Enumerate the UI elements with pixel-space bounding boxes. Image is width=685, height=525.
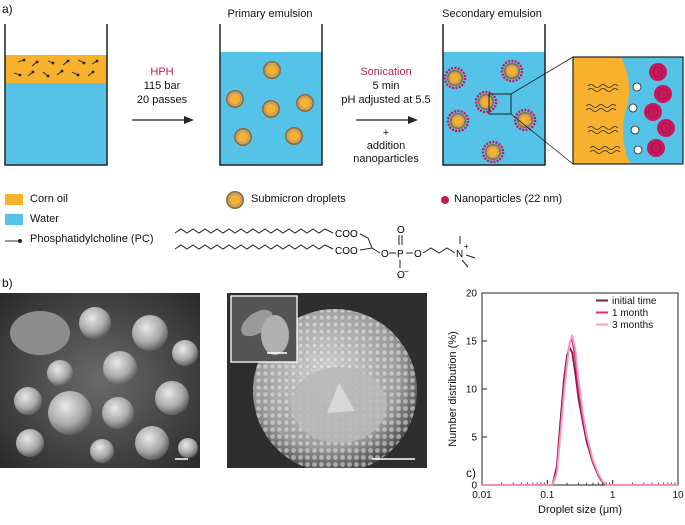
- legend-nanoparticles-label: Nanoparticles (22 nm): [454, 193, 563, 205]
- step2-line4: addition: [366, 140, 406, 152]
- y-axis-label: Number distribution (%): [447, 331, 459, 447]
- legend-nanoparticle-icon: [441, 196, 449, 204]
- x-tick-label: 0.1: [540, 490, 554, 501]
- step2-line5: nanoparticles: [353, 153, 419, 165]
- x-axis-label: Droplet size (μm): [538, 504, 622, 516]
- y-tick-label: 10: [466, 385, 478, 396]
- step1-name: HPH: [150, 66, 174, 78]
- step2-arrow: [356, 116, 418, 124]
- chem-o-4: O: [414, 249, 422, 260]
- chem-plus: +: [464, 242, 469, 251]
- y-tick-label: 20: [466, 289, 478, 300]
- panel-a-letter: a): [2, 2, 13, 16]
- y-tick-label: 5: [471, 433, 477, 444]
- step2-line1: 5 min: [372, 80, 400, 92]
- legend-water-swatch: [5, 214, 23, 225]
- x-tick-label: 1: [610, 490, 616, 501]
- chem-o-3: O: [397, 270, 405, 281]
- legend-droplets-label: Submicron droplets: [251, 193, 346, 205]
- chem-minus: −: [404, 267, 409, 276]
- beaker-oil-water: [4, 24, 108, 166]
- legend-corn-oil-label: Corn oil: [30, 193, 68, 205]
- legend-pc-icon: [5, 239, 22, 243]
- step2-name: Sonication: [360, 66, 412, 78]
- beaker-primary-emulsion: [219, 24, 323, 166]
- size-distribution-chart: 0.01 0.1 1 10 0 5 10 15 20 Droplet size (μm) Numbe…: [447, 289, 684, 517]
- y-tick-label: 15: [466, 337, 478, 348]
- legend-corn-oil-swatch: [5, 194, 23, 205]
- legend-label-1: 1 month: [612, 308, 648, 319]
- panel-c-letter: c): [466, 466, 476, 480]
- legend-pc-label: Phosphatidylcholine (PC): [30, 233, 154, 245]
- chem-o-1: O: [381, 249, 389, 260]
- droplet-group: [226, 61, 314, 146]
- x-tick-label: 0.01: [472, 490, 492, 501]
- chem-o-2: O: [397, 225, 405, 236]
- step1-line2: 20 passes: [136, 94, 188, 106]
- chem-coo-2: COO: [335, 246, 358, 257]
- chem-p: P: [397, 249, 404, 260]
- step1-arrow: [132, 116, 194, 124]
- legend-droplet-icon: [226, 191, 244, 209]
- step2-line3: +: [382, 127, 390, 139]
- panel-b-letter: b): [2, 276, 13, 290]
- x-tick-label: 10: [672, 490, 684, 501]
- beaker-secondary-emulsion: [442, 24, 684, 166]
- primary-emulsion-title: Primary emulsion: [227, 8, 313, 20]
- series-line-2: [482, 334, 678, 486]
- series-line-0: [482, 346, 678, 486]
- chem-coo-1: COO: [335, 229, 358, 240]
- series-line-1: [482, 338, 678, 486]
- legend-water-label: Water: [30, 213, 59, 225]
- sem-image-left: [0, 293, 200, 468]
- secondary-emulsion-title: Secondary emulsion: [442, 8, 542, 20]
- legend-label-0: initial time: [612, 296, 657, 307]
- step1-line1: 115 bar: [143, 80, 181, 92]
- chem-n: N: [456, 249, 463, 260]
- y-tick-label: 0: [471, 481, 477, 492]
- legend-label-2: 3 months: [612, 320, 653, 331]
- pc-structure: COO COO O P O O − O N +: [174, 225, 476, 281]
- sem-image-right: [227, 293, 427, 468]
- step2-line2: pH adjusted at 5.5: [341, 94, 431, 106]
